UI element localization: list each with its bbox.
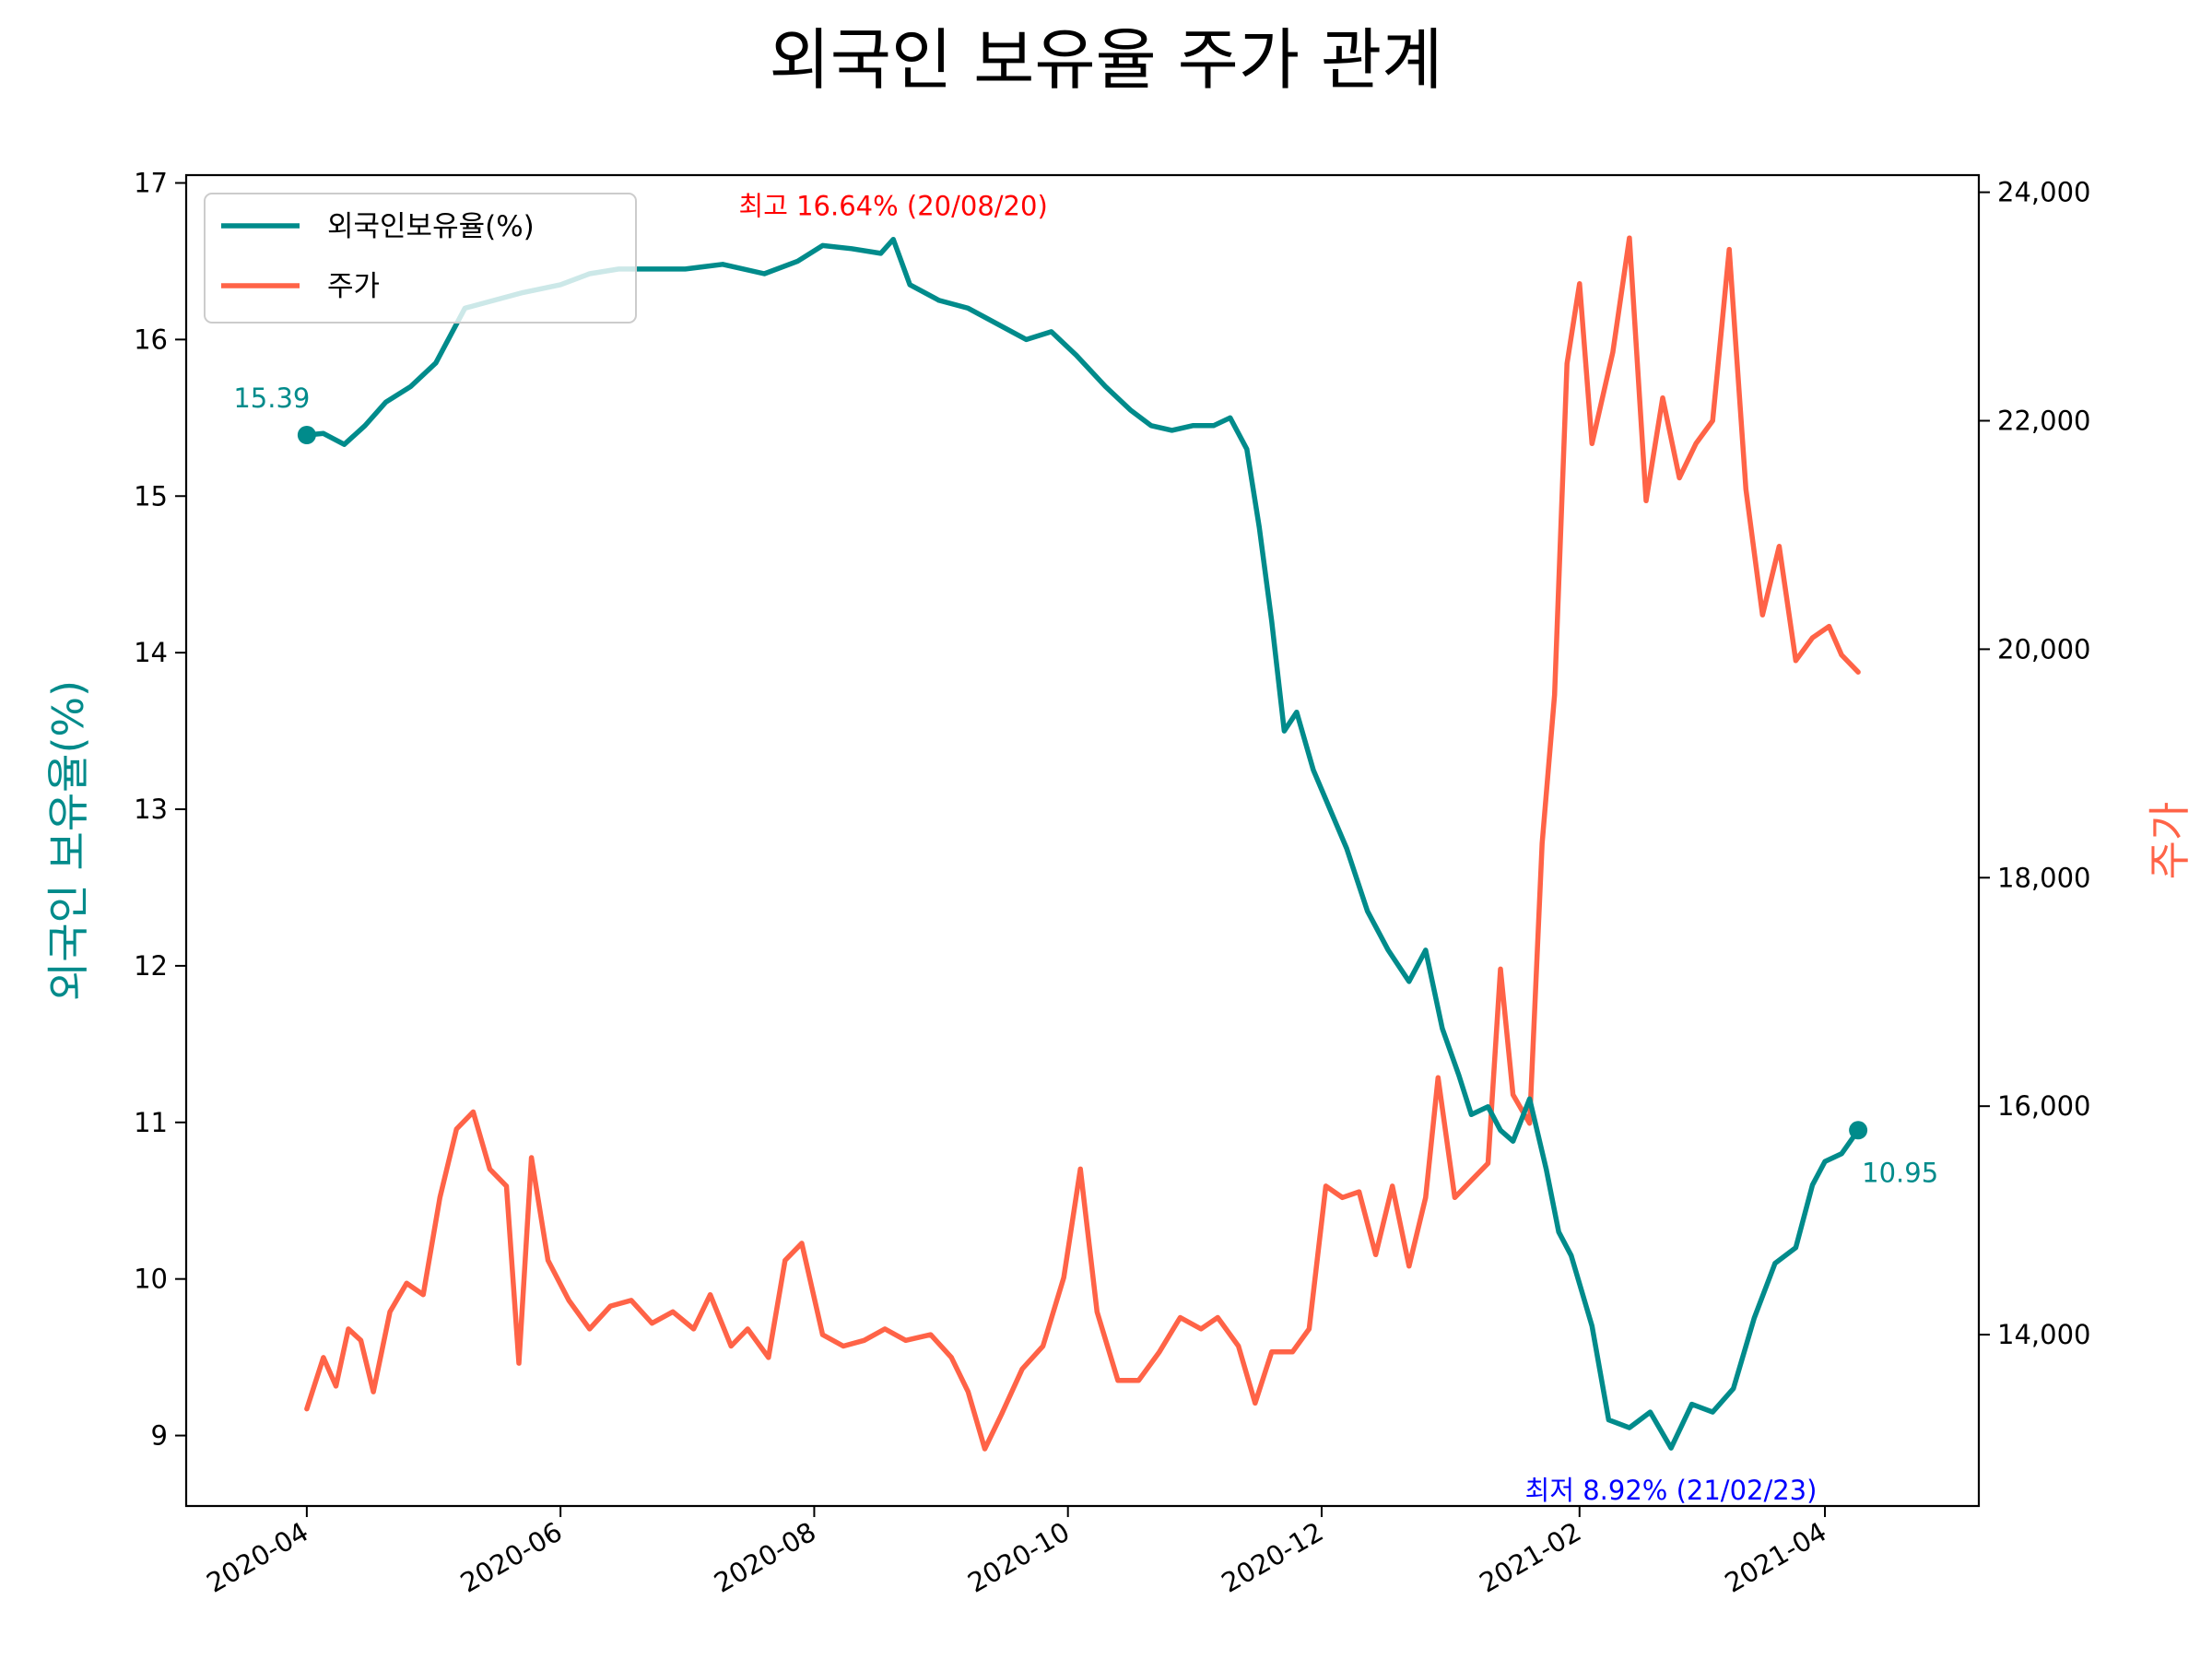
plot-frame [184,173,1981,1508]
min-annotation: 최저 8.92% (21/02/23) [1525,1475,1818,1506]
y-left-tick-label: 17 [134,167,168,198]
y-right-tick-label: 14,000 [1997,1319,2090,1350]
legend-label: 외국인보유율(%) [327,210,535,243]
x-tick-label: 2020-08 [709,1516,821,1599]
legend-box [204,193,637,324]
chart-title: 외국인 보유율 주가 관계 [769,21,1442,99]
y-right-tick-label: 20,000 [1997,633,2090,665]
x-tick-label: 2020-04 [201,1516,313,1599]
x-tick-label: 2021-04 [1720,1516,1832,1599]
y-right-tick-label: 22,000 [1997,405,2090,436]
max-annotation: 최고 16.64% (20/08/20) [739,191,1048,222]
y-left-tick-label: 13 [134,794,168,825]
series-line-stock-price [304,235,1861,1452]
y-axis-right-title: 주가 [2145,802,2194,880]
y-axis-left-title: 외국인 보유율(%) [43,680,93,1001]
annotation-layer: 15.39 10.95 최고 16.64% (20/08/20) 최저 8.92% (… [233,191,1938,1506]
y-left-tick-label: 12 [134,950,168,982]
legend: 외국인보유율(%) 주가 [204,193,637,324]
x-tick-label: 2021-02 [1474,1516,1586,1599]
y-left-tick-label: 15 [134,480,168,512]
endpoint-label: 15.39 [233,382,310,414]
y-right-tick-label: 24,000 [1997,177,2090,208]
endpoint-marker [1849,1121,1868,1140]
legend-label: 주가 [327,270,380,303]
x-tick-label: 2020-06 [455,1516,568,1599]
x-tick-label: 2020-12 [1217,1516,1329,1599]
endpoint-label: 10.95 [1862,1157,1938,1188]
x-tick-label: 2020-10 [962,1516,1075,1599]
y-right-tick-label: 18,000 [1997,862,2090,893]
y-left-tick-label: 16 [134,324,168,355]
y-left-tick-label: 11 [134,1107,168,1138]
y-left-tick-label: 10 [134,1264,168,1295]
y-left-tick-label: 14 [134,637,168,668]
plot-area [186,175,1979,1506]
y-left-tick-label: 9 [151,1420,168,1452]
endpoint-marker [297,426,316,445]
y-right-tick-label: 16,000 [1997,1090,2090,1122]
